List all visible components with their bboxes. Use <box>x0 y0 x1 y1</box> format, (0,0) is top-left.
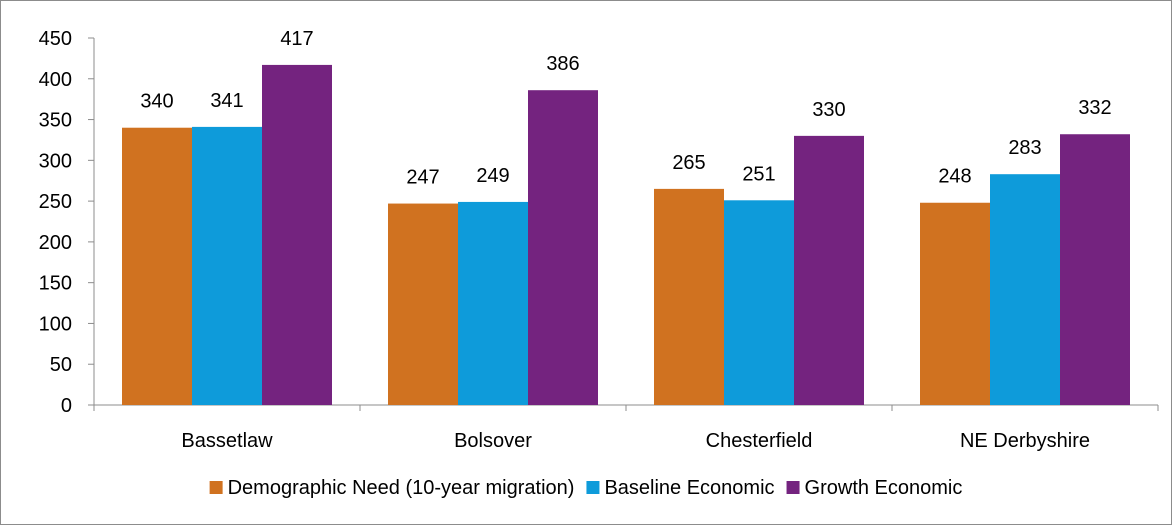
bar <box>192 126 262 405</box>
bar <box>794 135 864 405</box>
legend-item: Growth Economic <box>786 477 963 499</box>
x-tick-label: NE Derbyshire <box>960 430 1090 452</box>
data-label: 340 <box>140 91 173 113</box>
x-axis: Bassetlaw Bolsover Chesterfield NE Derbyshi… <box>93 404 1159 452</box>
y-tick-label: 250 <box>39 191 72 213</box>
y-tick-label: 400 <box>39 69 72 91</box>
bar <box>388 203 458 405</box>
y-axis: 0 50 100 150 200 250 300 350 400 450 <box>39 28 95 417</box>
data-label: 417 <box>280 28 313 50</box>
legend-swatch <box>786 481 800 494</box>
y-tick-label: 200 <box>39 232 72 254</box>
x-tick-label: Chesterfield <box>706 430 813 452</box>
legend-label: Baseline Economic <box>604 477 774 499</box>
bar <box>920 202 990 405</box>
legend: Demographic Need (10-year migration) Base… <box>209 477 963 499</box>
y-tick-label: 350 <box>39 110 72 132</box>
bar <box>990 174 1060 405</box>
legend-swatch <box>209 481 223 494</box>
x-tick-label: Bassetlaw <box>181 430 273 452</box>
legend-item: Baseline Economic <box>586 477 775 499</box>
data-label: 330 <box>812 99 845 121</box>
y-tick-label: 450 <box>39 28 72 50</box>
bar <box>458 201 528 405</box>
data-label: 265 <box>672 152 705 174</box>
data-label: 341 <box>210 90 243 112</box>
bars <box>122 64 1130 406</box>
bar <box>654 188 724 405</box>
bar <box>528 90 598 405</box>
data-label: 249 <box>476 165 509 187</box>
legend-label: Growth Economic <box>805 477 963 499</box>
bar <box>724 200 794 405</box>
data-label: 386 <box>546 53 579 75</box>
x-tick-label: Bolsover <box>454 430 532 452</box>
bar <box>262 64 332 405</box>
legend-label: Demographic Need (10-year migration) <box>228 477 575 499</box>
y-tick-label: 100 <box>39 313 72 335</box>
y-tick-label: 0 <box>61 395 72 417</box>
data-label: 251 <box>742 163 775 185</box>
bar <box>1060 134 1130 406</box>
legend-swatch <box>586 481 600 494</box>
y-tick-label: 150 <box>39 273 72 295</box>
data-label: 332 <box>1078 97 1111 119</box>
legend-item: Demographic Need (10-year migration) <box>209 477 575 499</box>
data-label: 247 <box>406 167 439 189</box>
data-labels: 340 341 417 247 249 386 265 251 330 248 283 332 <box>140 28 1111 189</box>
y-tick-label: 300 <box>39 150 72 172</box>
bar <box>122 127 192 405</box>
data-label: 248 <box>938 166 971 188</box>
y-tick-label: 50 <box>50 354 72 376</box>
data-label: 283 <box>1008 137 1041 159</box>
